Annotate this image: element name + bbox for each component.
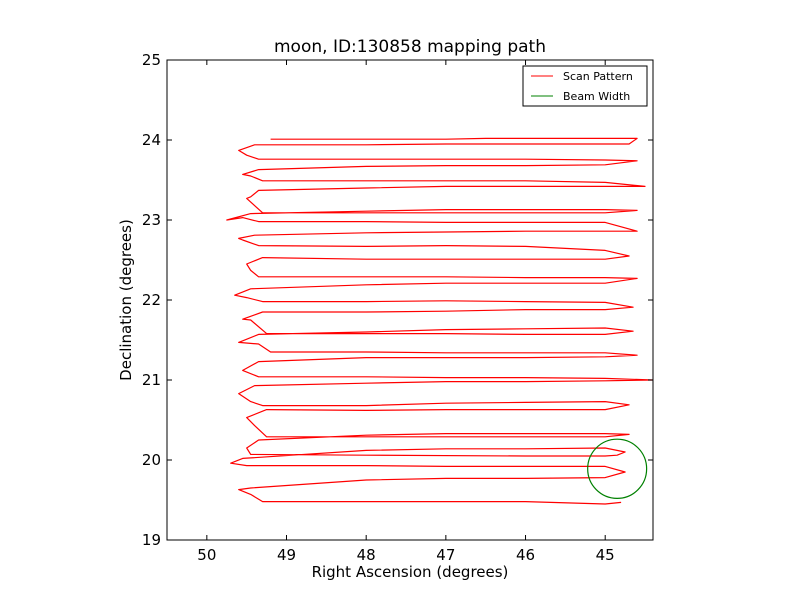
x-tick-label: 49 — [277, 546, 296, 564]
chart-title: moon, ID:130858 mapping path — [274, 37, 546, 57]
plot-area — [226, 137, 653, 505]
y-tick-label: 22 — [142, 291, 161, 309]
plot-clipped-group — [226, 137, 653, 505]
x-tick-label: 45 — [596, 546, 615, 564]
x-tick-label: 48 — [357, 546, 376, 564]
legend: Scan Pattern Beam Width — [522, 65, 648, 107]
x-tick-label: 46 — [516, 546, 535, 564]
series-scan-pattern — [226, 137, 653, 505]
axis-ticks: 50 49 48 47 46 45 19 20 21 22 23 24 25 — [142, 51, 653, 564]
y-tick-label: 21 — [142, 371, 161, 389]
legend-label-scan: Scan Pattern — [563, 70, 633, 83]
series-beam-width — [587, 438, 648, 499]
x-axis-label: Right Ascension (degrees) — [312, 563, 509, 581]
x-tick-label: 47 — [436, 546, 455, 564]
y-tick-label: 19 — [142, 531, 161, 549]
x-tick-label: 50 — [197, 546, 216, 564]
y-tick-label: 24 — [142, 131, 161, 149]
axes-frame — [166, 59, 654, 541]
y-tick-label: 20 — [142, 451, 161, 469]
legend-box — [522, 65, 648, 107]
y-tick-label: 23 — [142, 211, 161, 229]
legend-label-beam: Beam Width — [563, 90, 630, 103]
y-tick-label: 25 — [142, 51, 161, 69]
y-axis-label: Declination (degrees) — [117, 219, 135, 381]
